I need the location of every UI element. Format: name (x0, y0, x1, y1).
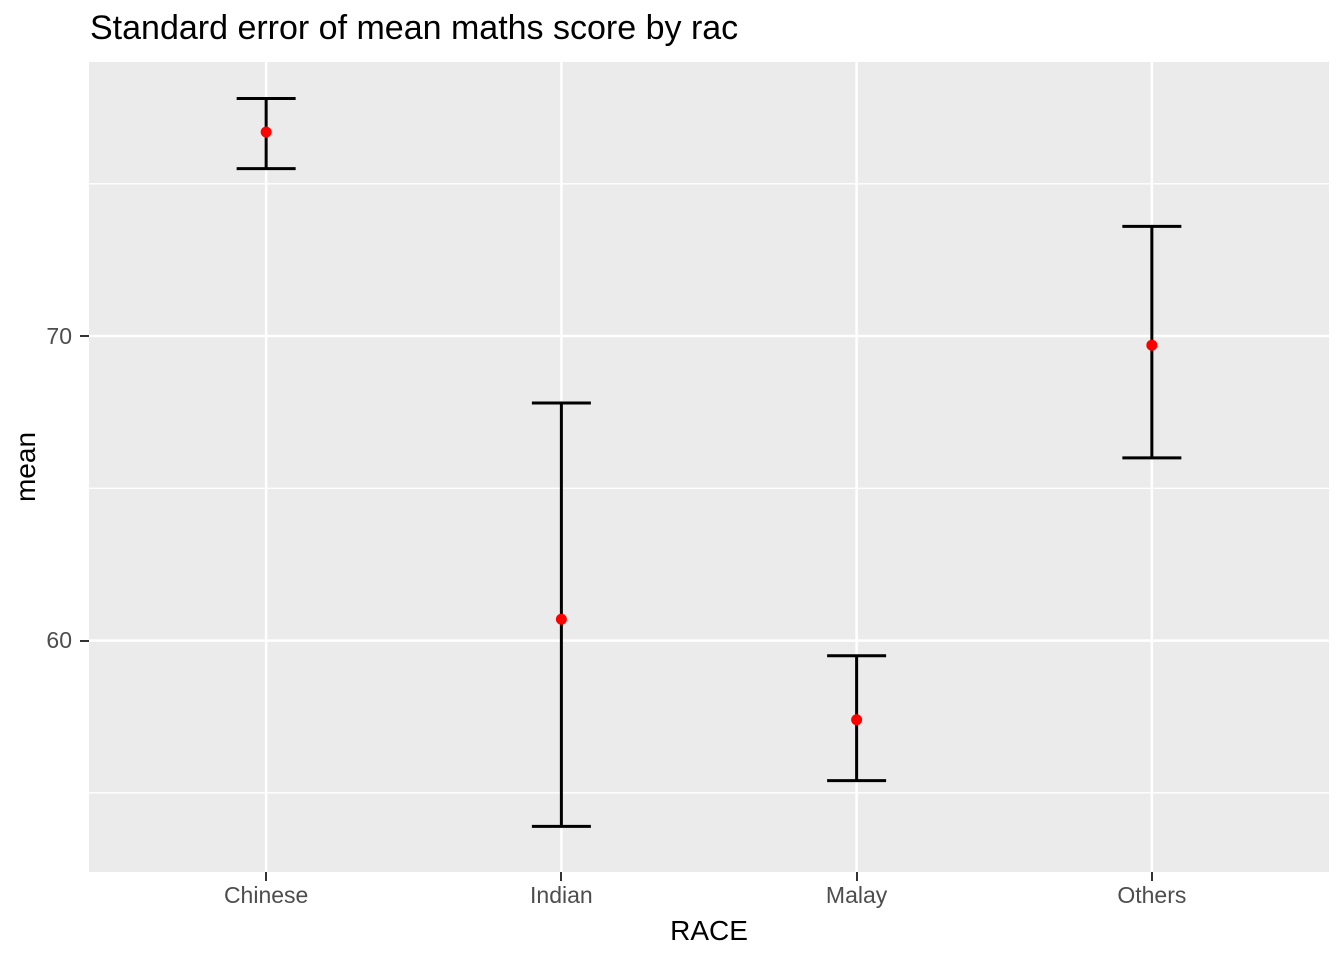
x-axis-title: RACE (670, 915, 748, 946)
chart-title: Standard error of mean maths score by ra… (90, 9, 739, 47)
plot-area (89, 62, 1329, 872)
y-axis-title: mean (10, 431, 41, 503)
x-tick-label: Chinese (223, 882, 309, 908)
y-tick-mark (80, 639, 89, 642)
y-tick-mark (80, 335, 89, 338)
data-point-others (1146, 339, 1158, 351)
y-tick-label: 60 (46, 627, 72, 654)
x-tick-mark (560, 872, 563, 881)
x-tick-label: Indian (530, 882, 593, 908)
x-tick-label: Malay (825, 882, 888, 908)
data-point-malay (851, 714, 863, 726)
x-tick-mark (265, 872, 268, 881)
x-tick-mark (855, 872, 858, 881)
plot-panel (89, 62, 1329, 872)
x-tick-label: Others (1117, 882, 1187, 908)
data-point-indian (555, 613, 567, 625)
y-tick-label: 70 (46, 322, 72, 349)
data-point-chinese (260, 126, 272, 138)
x-tick-mark (1150, 872, 1153, 881)
